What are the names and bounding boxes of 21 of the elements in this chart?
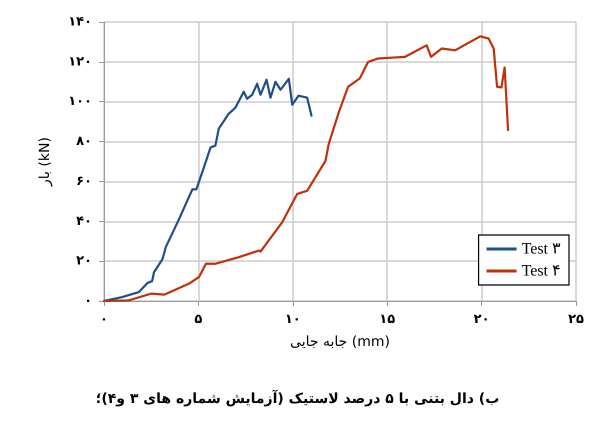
x-tick-label: ۱۵ bbox=[379, 312, 396, 327]
line-series bbox=[102, 35, 510, 302]
legend-label: Test ۴ bbox=[522, 262, 562, 280]
y-tick-label: ۱۲۰ bbox=[68, 54, 92, 70]
y-tick-label: ۰ bbox=[84, 294, 92, 308]
x-tick-label: ۵ bbox=[194, 312, 202, 327]
x-tick-label: ۲۵ bbox=[568, 312, 584, 327]
y-tick-label: ۲۰ bbox=[76, 254, 92, 269]
legend-label: Test ۳ bbox=[522, 240, 562, 258]
x-tick-label: ۱۰ bbox=[284, 312, 301, 327]
x-tick-label: ۲۰ bbox=[474, 312, 490, 327]
y-tick-label: ۱۰۰ bbox=[68, 94, 92, 110]
line-series bbox=[102, 78, 313, 302]
y-tick-label: ۶۰ bbox=[76, 174, 92, 189]
text: ب) دال بتنی با ۵ درصد لاستیک (آزمایش شماره های ۳ و۴)؛ bbox=[96, 389, 500, 407]
y-axis-title: بار (kN) bbox=[37, 137, 53, 187]
x-tick-label: ۰ bbox=[100, 312, 108, 327]
y-tick-label: ۱۴۰ bbox=[68, 14, 92, 30]
y-tick-label: ۸۰ bbox=[76, 134, 92, 150]
y-tick-label: ۴۰ bbox=[76, 214, 92, 229]
x-axis-title: جابه جایی (mm) bbox=[290, 334, 390, 350]
